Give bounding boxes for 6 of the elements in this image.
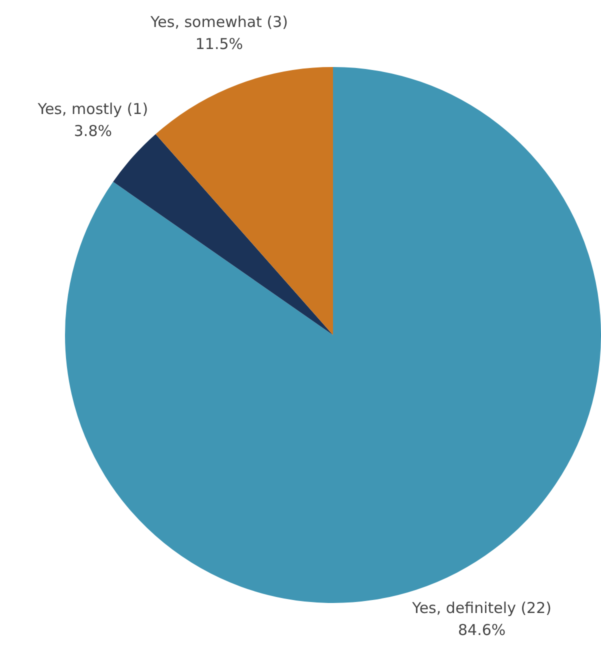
data-label: 84.6% (458, 620, 506, 639)
slice-label: Yes, mostly (1) (36, 100, 148, 118)
slice-label: Yes, definitely (22) (411, 598, 552, 617)
data-label: 11.5% (195, 35, 244, 54)
slice-label: Yes, somewhat (3) (149, 13, 288, 32)
data-label: 3.8% (74, 122, 112, 140)
